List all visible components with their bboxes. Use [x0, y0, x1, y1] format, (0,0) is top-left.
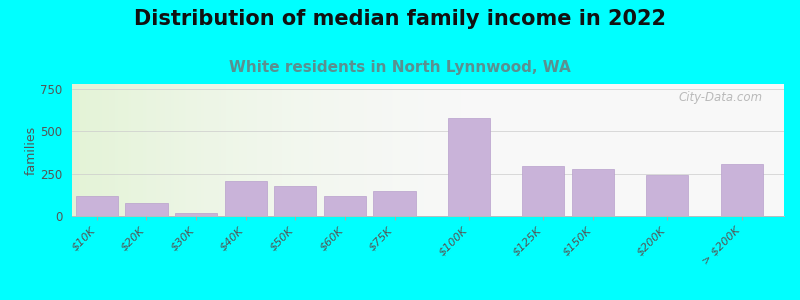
Text: Distribution of median family income in 2022: Distribution of median family income in … — [134, 9, 666, 29]
Bar — [374, 190, 415, 216]
Bar — [76, 196, 118, 216]
Bar — [522, 166, 565, 216]
Text: White residents in North Lynnwood, WA: White residents in North Lynnwood, WA — [229, 60, 571, 75]
Bar — [274, 186, 316, 216]
Bar — [324, 196, 366, 216]
Bar — [721, 164, 763, 216]
Bar — [572, 169, 614, 216]
Bar — [646, 175, 689, 216]
Bar — [225, 181, 266, 216]
Bar — [448, 118, 490, 216]
Text: City-Data.com: City-Data.com — [678, 91, 762, 103]
Y-axis label: families: families — [24, 125, 38, 175]
Bar — [126, 203, 167, 216]
Bar — [175, 214, 217, 216]
